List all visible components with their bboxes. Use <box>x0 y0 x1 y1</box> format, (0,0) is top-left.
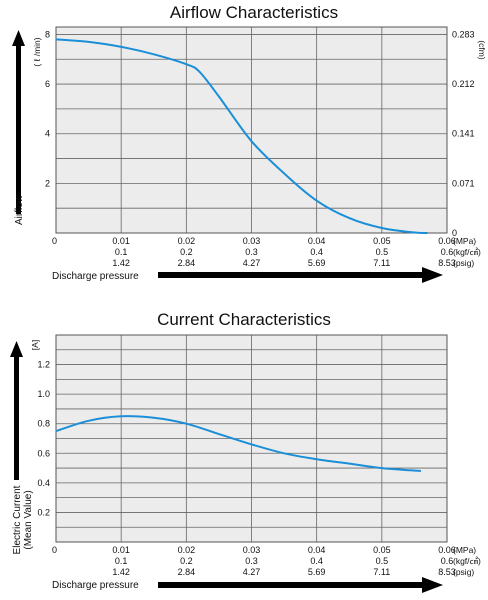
current-x-tick-label: 7.11 <box>373 567 390 577</box>
current-y-tick-label: 1.2 <box>37 360 50 370</box>
airflow-series-line <box>55 38 428 235</box>
airflow-x-tick-label: 7.11 <box>373 258 390 268</box>
current-chart: Current Characteristics 0.2 0.4 0.6 0.8 1.0 1… <box>10 310 481 593</box>
current-x-tick-label: 1.42 <box>112 567 130 577</box>
airflow-x-tick-label: 0.02 <box>178 236 196 246</box>
current-x-tick-label: 0 <box>52 545 57 555</box>
airflow-y2-tick-label: 0.071 <box>452 178 475 188</box>
current-grid <box>56 335 447 542</box>
airflow-x-tick-label: 0.3 <box>245 247 258 257</box>
airflow-y-unit: ( ℓ /min) <box>32 37 42 66</box>
current-y-tick-label: 0.6 <box>37 448 50 458</box>
current-x-tick-label: 0.03 <box>243 545 261 555</box>
current-x-tick-label: 0.04 <box>308 545 326 555</box>
airflow-x-unit: (MPa) <box>453 236 476 246</box>
current-y-ticks: 0.2 0.4 0.6 0.8 1.0 1.2 <box>37 360 50 518</box>
current-x-arrow <box>158 577 443 593</box>
current-x-tick-label: 0.5 <box>376 556 389 566</box>
current-y-axis-label: Electric Current <box>12 485 23 554</box>
airflow-grid <box>56 27 447 233</box>
current-x-unit: (MPa) <box>453 545 476 555</box>
current-y-axis-label-2: (Mean Value) <box>23 490 34 549</box>
current-y-tick-label: 1.0 <box>37 389 50 399</box>
airflow-x-ticks: 0 0.01 0.02 0.03 0.04 0.05 0.06(MPa) 0.1 0.2 0.3 0… <box>52 236 481 268</box>
current-x-axis-label: Discharge pressure <box>52 580 139 591</box>
current-y-tick-label: 0.8 <box>37 419 50 429</box>
current-x-tick-label: 2.84 <box>178 567 196 577</box>
airflow-x-tick-label: 0.6 <box>441 247 454 257</box>
airflow-y2-tick-label: 0 <box>452 228 457 238</box>
airflow-y-tick-label: 6 <box>45 79 50 89</box>
airflow-x-tick-label: 0.4 <box>310 247 323 257</box>
current-x-tick-label: 0.06 <box>438 545 456 555</box>
airflow-x-tick-label: 2.84 <box>178 258 196 268</box>
current-x-tick-label: 0.02 <box>178 545 196 555</box>
airflow-x-axis-label: Discharge pressure <box>52 271 139 282</box>
current-x-tick-label: 0.2 <box>180 556 193 566</box>
current-y-tick-label: 0.4 <box>37 478 50 488</box>
airflow-y-ticks: 2 4 6 8 <box>45 29 50 188</box>
airflow-x-tick-label: 0.03 <box>243 236 261 246</box>
airflow-x-tick-label: 0.2 <box>180 247 193 257</box>
airflow-x-arrow <box>158 267 443 283</box>
airflow-y2-tick-label: 0.212 <box>452 79 475 89</box>
airflow-x-tick-label: 0.04 <box>308 236 326 246</box>
current-x-tick-label: 0.3 <box>245 556 258 566</box>
airflow-x-tick-label: 4.27 <box>243 258 261 268</box>
current-x-tick-label: 0.4 <box>310 556 323 566</box>
airflow-y2-ticks: 0.283 0.212 0.141 0.071 0 <box>452 29 475 238</box>
current-chart-title: Current Characteristics <box>157 310 331 329</box>
airflow-y2-tick-label: 0.283 <box>452 29 475 39</box>
airflow-x-tick-label: 5.69 <box>308 258 326 268</box>
airflow-y-arrow <box>12 30 25 214</box>
current-plot-frame <box>55 334 448 543</box>
airflow-x-tick-label: 0.06 <box>438 236 456 246</box>
airflow-x-tick-label: 0.01 <box>112 236 130 246</box>
current-x-tick-label: 0.05 <box>373 545 391 555</box>
current-x-tick-label: 0.6 <box>441 556 454 566</box>
current-series-line <box>55 415 421 472</box>
airflow-plot-frame <box>55 26 448 234</box>
airflow-y-tick-label: 4 <box>45 129 50 139</box>
current-y-tick-label: 0.2 <box>37 507 50 517</box>
airflow-y2-unit: (cfm) <box>477 40 487 60</box>
current-x-tick-label: 4.27 <box>243 567 261 577</box>
current-x-tick-label: 0.1 <box>115 556 128 566</box>
airflow-x-tick-label: 0.05 <box>373 236 391 246</box>
airflow-x-tick-label: 8.53 <box>438 258 456 268</box>
airflow-x-unit: (kgf/㎠) <box>453 247 481 257</box>
airflow-y-tick-label: 8 <box>45 29 50 39</box>
airflow-x-tick-label: 0.5 <box>376 247 389 257</box>
airflow-y2-tick-label: 0.141 <box>452 129 475 139</box>
airflow-x-tick-label: 1.42 <box>112 258 130 268</box>
current-x-ticks: 0 0.01 0.02 0.03 0.04 0.05 0.06(MPa) 0.1 0.2 0.3 0… <box>52 545 481 577</box>
airflow-x-unit: (psig) <box>453 258 474 268</box>
current-x-unit: (kgf/㎠) <box>453 556 481 566</box>
current-x-tick-label: 0.01 <box>112 545 130 555</box>
airflow-y-axis-label: Airflow <box>14 194 25 225</box>
current-x-tick-label: 8.53 <box>438 567 456 577</box>
airflow-x-tick-label: 0 <box>52 236 57 246</box>
current-y-unit: [A] <box>30 340 40 350</box>
current-x-tick-label: 5.69 <box>308 567 326 577</box>
airflow-chart-title: Airflow Characteristics <box>170 3 338 22</box>
airflow-y-tick-label: 2 <box>45 178 50 188</box>
current-x-unit: (psig) <box>453 567 474 577</box>
airflow-x-tick-label: 0.1 <box>115 247 128 257</box>
current-y-arrow <box>10 341 23 480</box>
